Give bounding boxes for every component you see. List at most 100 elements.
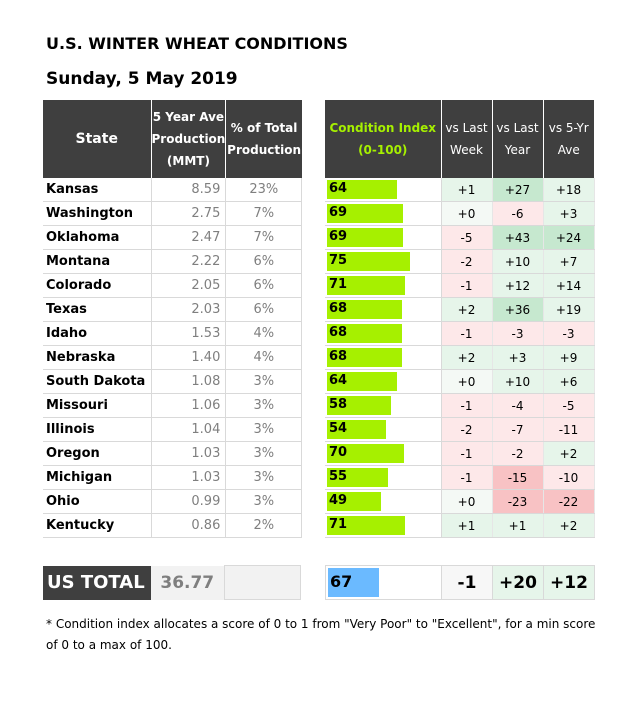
condition-index-bar <box>327 420 387 439</box>
production-cell: 2.75 <box>151 201 227 226</box>
vs-5yr-ave-cell: -5 <box>543 393 595 418</box>
percent-cell: 4% <box>225 321 303 346</box>
vs-5yr-ave-cell: +2 <box>543 513 595 538</box>
table-row: 70 -1 -2 +2 <box>325 441 595 466</box>
percent-cell: 7% <box>225 201 303 226</box>
condition-index-bar <box>327 300 402 319</box>
vs-5yr-ave-cell: +24 <box>543 225 595 250</box>
table-row: Washington 2.75 7% <box>43 201 303 226</box>
production-header-line2: Production <box>151 132 226 146</box>
condition-table: Condition Index (0-100) vs Last Week vs … <box>325 100 595 538</box>
vs-5yr-ave-cell: +6 <box>543 369 595 394</box>
state-cell: Nebraska <box>43 345 152 370</box>
vs-last-year-cell: -4 <box>492 393 544 418</box>
production-cell: 1.06 <box>151 393 227 418</box>
us-total-vs-5yr-ave: +12 <box>543 565 595 600</box>
vs-5yr-ave-cell: -10 <box>543 465 595 490</box>
vs-last-year-cell: -15 <box>492 465 544 490</box>
vs-last-week-cell: -1 <box>441 273 493 298</box>
vs-last-week-cell: +2 <box>441 345 493 370</box>
condition-index-value: 54 <box>329 421 348 436</box>
production-cell: 1.08 <box>151 369 227 394</box>
production-cell: 2.03 <box>151 297 227 322</box>
condition-index-cell: 64 <box>325 369 442 394</box>
state-cell: Kansas <box>43 178 152 202</box>
vs-last-week-cell: -5 <box>441 225 493 250</box>
table-row: 71 +1 +1 +2 <box>325 513 595 538</box>
condition-index-value: 71 <box>329 277 348 292</box>
production-cell: 2.22 <box>151 249 227 274</box>
percent-cell: 3% <box>225 441 303 466</box>
table-row: Kansas 8.59 23% <box>43 178 303 202</box>
vs-last-year-cell: +10 <box>492 369 544 394</box>
percent-cell: 6% <box>225 249 303 274</box>
vs-last-year-header: vs Last Year <box>492 100 544 178</box>
vs-last-year-cell: -2 <box>492 441 544 466</box>
us-total-vs-last-year: +20 <box>492 565 544 600</box>
vs-5yr-ave-cell: +19 <box>543 297 595 322</box>
production-cell: 0.86 <box>151 513 227 538</box>
state-cell: Colorado <box>43 273 152 298</box>
us-total-left: US TOTAL 36.77 <box>43 565 301 600</box>
condition-index-bar <box>327 204 403 223</box>
us-total-right: 67 -1 +20 +12 <box>325 565 595 600</box>
table-row: 69 -5 +43 +24 <box>325 225 595 250</box>
condition-index-cell: 68 <box>325 321 442 346</box>
vs-last-week-cell: -2 <box>441 417 493 442</box>
vs-last-year-cell: -7 <box>492 417 544 442</box>
us-total-label: US TOTAL <box>43 565 151 600</box>
vs-5yr-ave-cell: +14 <box>543 273 595 298</box>
vs-last-week-header: vs Last Week <box>441 100 493 178</box>
table-row: 71 -1 +12 +14 <box>325 273 595 298</box>
condition-index-cell: 70 <box>325 441 442 466</box>
condition-index-bar <box>327 396 391 415</box>
vs-5yr-ave-cell: +18 <box>543 178 595 202</box>
condition-index-value: 69 <box>329 229 348 244</box>
state-cell: Idaho <box>43 321 152 346</box>
state-cell: Montana <box>43 249 152 274</box>
vs-last-week-header-line1: vs Last <box>445 121 488 135</box>
vs-5yr-ave-cell: +7 <box>543 249 595 274</box>
condition-index-value: 69 <box>329 205 348 220</box>
table-row: Kentucky 0.86 2% <box>43 513 303 538</box>
condition-index-bar <box>327 516 406 535</box>
production-cell: 1.03 <box>151 465 227 490</box>
table-row: Ohio 0.99 3% <box>43 489 303 514</box>
condition-index-bar <box>327 348 402 367</box>
table-row: 68 +2 +36 +19 <box>325 297 595 322</box>
table-row: 55 -1 -15 -10 <box>325 465 595 490</box>
production-cell: 1.04 <box>151 417 227 442</box>
vs-5yr-ave-cell: +2 <box>543 441 595 466</box>
condition-index-cell: 71 <box>325 513 442 538</box>
state-cell: Oklahoma <box>43 225 152 250</box>
state-cell: Ohio <box>43 489 152 514</box>
condition-index-cell: 68 <box>325 345 442 370</box>
vs-last-year-cell: +43 <box>492 225 544 250</box>
vs-last-year-cell: -6 <box>492 201 544 226</box>
state-cell: Illinois <box>43 417 152 442</box>
production-cell: 1.40 <box>151 345 227 370</box>
condition-index-header: Condition Index (0-100) <box>325 100 442 178</box>
condition-index-bar <box>327 180 398 199</box>
condition-index-value: 55 <box>329 469 348 484</box>
vs-5yr-ave-cell: -22 <box>543 489 595 514</box>
percent-cell: 6% <box>225 273 303 298</box>
us-total-row-right: 67 -1 +20 +12 <box>325 565 595 600</box>
condition-index-value: 75 <box>329 253 348 268</box>
percent-cell: 4% <box>225 345 303 370</box>
production-cell: 2.05 <box>151 273 227 298</box>
vs-last-year-cell: +3 <box>492 345 544 370</box>
state-cell: South Dakota <box>43 369 152 394</box>
table-row: Michigan 1.03 3% <box>43 465 303 490</box>
percent-header: % of Total Production <box>225 100 302 178</box>
us-total-vs-last-week: -1 <box>441 565 493 600</box>
percent-cell: 7% <box>225 225 303 250</box>
percent-cell: 3% <box>225 417 303 442</box>
percent-cell: 3% <box>225 393 303 418</box>
vs-last-week-cell: +1 <box>441 513 493 538</box>
condition-index-cell: 58 <box>325 393 442 418</box>
condition-index-bar <box>327 372 398 391</box>
percent-cell: 6% <box>225 297 303 322</box>
vs-last-week-cell: +0 <box>441 369 493 394</box>
table-row: Oregon 1.03 3% <box>43 441 303 466</box>
